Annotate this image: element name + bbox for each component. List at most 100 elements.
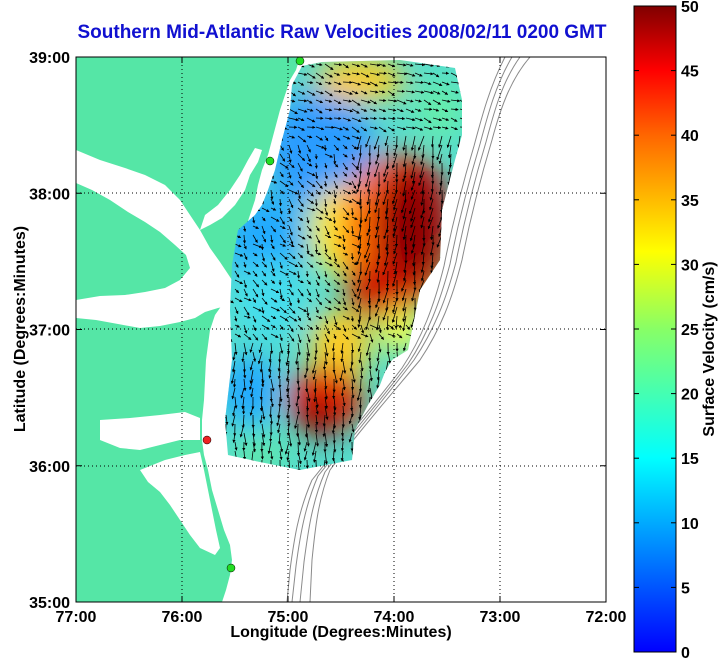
velocity-arrow <box>243 225 247 233</box>
velocity-arrow <box>333 189 337 199</box>
velocity-arrow <box>297 252 304 259</box>
velocity-arrow <box>306 261 314 268</box>
velocity-arrow <box>259 387 263 401</box>
velocity-arrow <box>342 261 349 270</box>
velocity-arrow <box>376 252 380 266</box>
velocity-arrow <box>252 279 260 288</box>
velocity-arrow <box>260 450 264 460</box>
velocity-arrow <box>286 450 290 461</box>
velocity-arrow <box>279 207 283 215</box>
velocity-arrow <box>306 396 310 412</box>
velocity-arrow <box>351 81 362 86</box>
velocity-arrow <box>270 306 281 312</box>
velocity-arrow <box>396 63 407 67</box>
velocity-arrow <box>306 297 313 303</box>
velocity-arrow <box>450 99 461 103</box>
y-tick-label: 39:00 <box>29 50 70 67</box>
velocity-arrow <box>297 216 304 221</box>
velocity-arrow <box>441 90 449 95</box>
velocity-arrow <box>342 360 347 374</box>
velocity-arrow <box>374 189 380 206</box>
velocity-arrow <box>401 288 407 302</box>
velocity-arrow <box>351 225 355 235</box>
velocity-arrow <box>402 297 407 312</box>
velocity-arrow <box>357 288 362 300</box>
velocity-arrow <box>306 234 312 239</box>
velocity-arrow <box>450 117 458 122</box>
velocity-arrow <box>396 89 406 93</box>
velocity-arrow <box>421 144 425 159</box>
velocity-arrow <box>324 279 331 286</box>
velocity-arrow <box>297 117 305 122</box>
velocity-arrow <box>342 396 346 407</box>
velocity-arrow <box>333 243 342 248</box>
velocity-arrow <box>447 171 452 186</box>
velocity-arrow <box>396 80 404 84</box>
velocity-arrow <box>306 90 316 96</box>
velocity-arrow <box>306 315 312 321</box>
velocity-arrow <box>252 261 259 268</box>
velocity-arrow <box>288 279 293 288</box>
velocity-arrow <box>333 270 340 277</box>
velocity-arrow <box>261 225 266 235</box>
velocity-arrow <box>333 153 337 165</box>
velocity-arrow <box>375 297 380 309</box>
velocity-arrow <box>333 306 341 311</box>
velocity-arrow <box>252 441 256 453</box>
velocity-arrow <box>243 252 248 261</box>
velocity-arrow <box>315 252 322 256</box>
velocity-arrow <box>333 234 342 239</box>
velocity-arrow <box>391 153 398 169</box>
velocity-arrow <box>234 342 238 356</box>
velocity-arrow <box>340 342 344 354</box>
velocity-arrow <box>332 207 336 215</box>
velocity-arrow <box>231 414 236 427</box>
velocity-arrow <box>294 414 299 430</box>
velocity-arrow <box>285 369 290 382</box>
velocity-arrow <box>296 405 301 416</box>
velocity-arrow <box>432 108 440 112</box>
velocity-arrow <box>314 162 318 169</box>
x-tick-label: 73:00 <box>480 609 521 626</box>
velocity-arrow <box>405 324 411 330</box>
velocity-arrow <box>257 351 263 365</box>
velocity-arrow <box>450 90 459 94</box>
velocity-arrow <box>385 144 389 157</box>
velocity-arrow <box>277 432 281 445</box>
velocity-arrow <box>234 441 238 451</box>
velocity-arrow <box>279 441 284 453</box>
velocity-arrow <box>249 369 254 384</box>
velocity-arrow <box>297 81 305 86</box>
velocity-arrow <box>315 432 320 447</box>
velocity-arrow <box>420 261 425 274</box>
velocity-arrow <box>234 279 244 285</box>
velocity-arrow <box>333 107 342 111</box>
velocity-arrow <box>342 117 352 122</box>
velocity-arrow <box>412 270 417 286</box>
velocity-arrow <box>333 180 338 190</box>
velocity-arrow <box>420 180 425 195</box>
velocity-arrow <box>306 135 313 139</box>
velocity-arrow <box>261 432 266 447</box>
velocity-arrow <box>324 171 328 180</box>
velocity-arrow <box>369 81 379 87</box>
velocity-arrow <box>270 450 274 460</box>
velocity-arrow <box>428 207 434 223</box>
velocity-arrow <box>279 234 286 244</box>
velocity-arrow <box>260 243 264 251</box>
velocity-arrow <box>304 423 309 438</box>
velocity-arrow <box>400 198 407 214</box>
velocity-arrow <box>288 252 296 260</box>
velocity-arrow <box>342 198 353 203</box>
velocity-arrow <box>374 225 380 239</box>
velocity-arrow <box>376 270 380 283</box>
velocity-arrow <box>270 333 279 338</box>
velocity-arrow <box>342 90 353 95</box>
velocity-arrow <box>378 81 387 85</box>
velocity-arrow <box>430 261 434 274</box>
velocity-arrow <box>438 153 443 165</box>
velocity-arrow <box>270 261 275 273</box>
velocity-arrow <box>333 288 340 293</box>
velocity-arrow <box>288 261 299 268</box>
velocity-arrow <box>270 297 278 303</box>
